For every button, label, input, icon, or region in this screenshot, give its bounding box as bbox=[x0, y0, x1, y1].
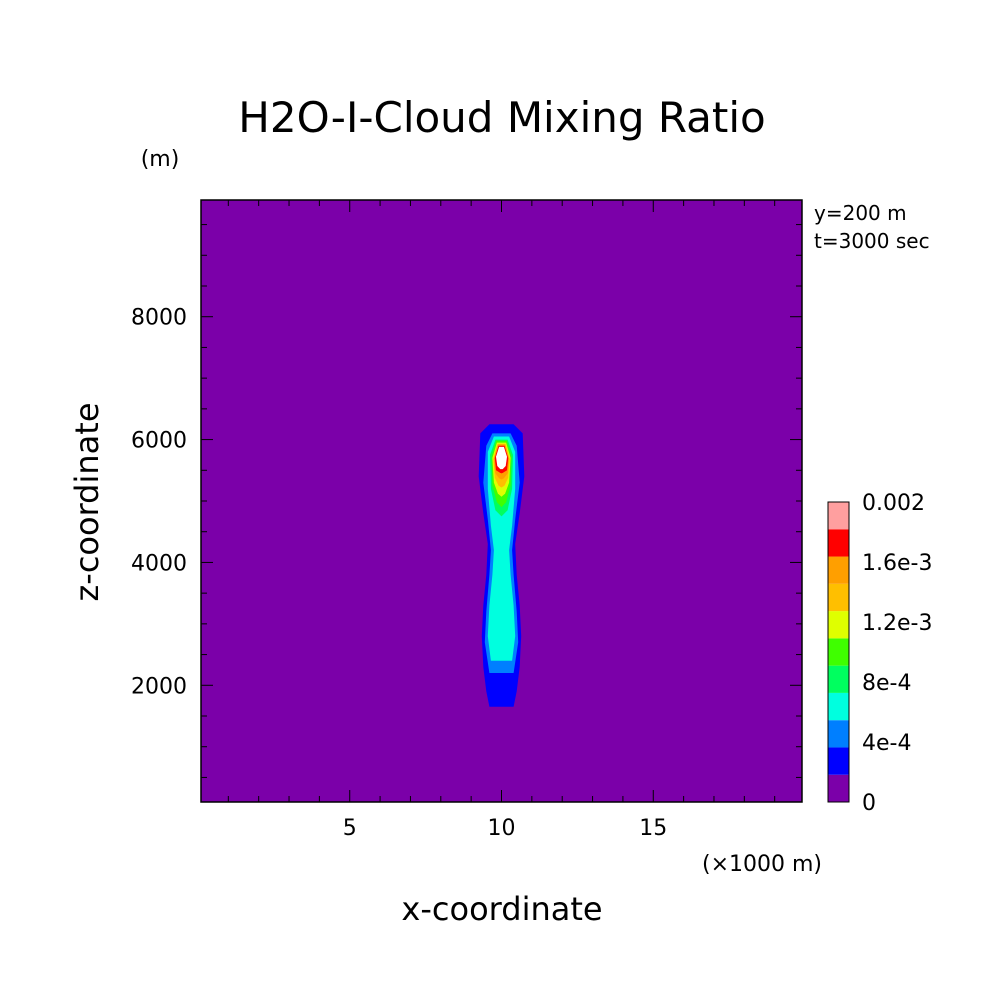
annotation-t: t=3000 sec bbox=[814, 229, 930, 253]
contour-band-9 bbox=[496, 446, 507, 470]
colorbar-segment bbox=[828, 502, 849, 530]
colorbar-label: 0.002 bbox=[862, 491, 925, 516]
colorbar-segment bbox=[828, 747, 849, 775]
colorbar-segment bbox=[828, 665, 849, 693]
x-unit-label: (×1000 m) bbox=[702, 852, 822, 877]
colorbar-segment bbox=[828, 692, 849, 721]
colorbar-label: 0 bbox=[862, 791, 876, 816]
colorbar-segment bbox=[828, 556, 849, 584]
x-tick-label: 10 bbox=[488, 816, 516, 841]
x-axis-label: x-coordinate bbox=[401, 890, 602, 928]
colorbar-segment bbox=[828, 638, 849, 666]
y-axis-label: z-coordinate bbox=[68, 402, 106, 601]
colorbar-segment bbox=[828, 774, 849, 802]
x-axis: 5 10 15 bbox=[227, 200, 776, 841]
colorbar: 0 4e-4 8e-4 1.2e-3 1.6e-3 0.002 bbox=[827, 491, 932, 816]
colorbar-segment bbox=[828, 720, 849, 748]
colorbar-frame bbox=[827, 501, 850, 803]
plot-area bbox=[200, 199, 803, 803]
y-tick-label: 8000 bbox=[131, 306, 187, 331]
y-tick-label: 6000 bbox=[131, 429, 187, 454]
y-unit-label: (m) bbox=[141, 147, 180, 172]
y-tick-label: 2000 bbox=[131, 674, 187, 699]
x-tick-label: 5 bbox=[343, 816, 357, 841]
colorbar-segment bbox=[828, 583, 849, 612]
colorbar-segment bbox=[828, 611, 849, 639]
colorbar-segment bbox=[828, 529, 849, 557]
chart-title: H2O-I-Cloud Mixing Ratio bbox=[238, 93, 765, 142]
colorbar-label: 1.6e-3 bbox=[862, 551, 932, 576]
annotation-y: y=200 m bbox=[814, 201, 907, 225]
colorbar-label: 4e-4 bbox=[862, 731, 911, 756]
y-tick-label: 4000 bbox=[131, 551, 187, 576]
colorbar-label: 1.2e-3 bbox=[862, 611, 932, 636]
y-axis: 2000 4000 6000 8000 bbox=[131, 224, 802, 778]
x-tick-label: 15 bbox=[639, 816, 667, 841]
colorbar-label: 8e-4 bbox=[862, 671, 911, 696]
